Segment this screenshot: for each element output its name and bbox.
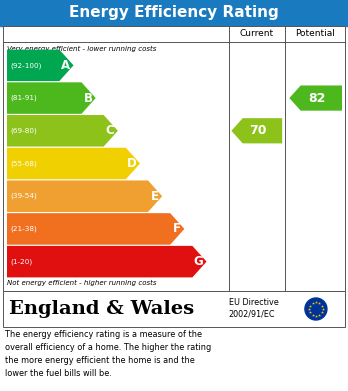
Text: Potential: Potential [295,29,335,38]
Text: A: A [61,59,70,72]
Text: D: D [127,157,137,170]
Text: EU Directive
2002/91/EC: EU Directive 2002/91/EC [229,298,278,318]
Text: Current: Current [240,29,274,38]
Text: The energy efficiency rating is a measure of the
overall efficiency of a home. T: The energy efficiency rating is a measur… [5,330,211,378]
Bar [0,0,348,26]
Circle shape [305,298,327,320]
Text: (81-91): (81-91) [10,95,37,101]
Polygon shape [289,86,342,111]
Text: Energy Efficiency Rating: Energy Efficiency Rating [69,5,279,20]
Polygon shape [7,148,140,179]
Text: 70: 70 [249,124,267,137]
Text: England & Wales: England & Wales [9,300,194,318]
Text: Not energy efficient - higher running costs: Not energy efficient - higher running co… [7,280,157,286]
Text: (55-68): (55-68) [10,160,37,167]
Text: (92-100): (92-100) [10,62,41,68]
Polygon shape [7,181,162,212]
Bar [3,26,345,291]
Text: (39-54): (39-54) [10,193,37,199]
Polygon shape [7,246,207,277]
Text: B: B [84,91,92,104]
Bar [3,291,345,327]
Text: F: F [173,222,181,235]
Text: (1-20): (1-20) [10,258,32,265]
Text: 82: 82 [308,91,325,104]
Polygon shape [7,50,73,81]
Text: C: C [106,124,114,137]
Text: (69-80): (69-80) [10,127,37,134]
Text: (21-38): (21-38) [10,226,37,232]
Text: Very energy efficient - lower running costs: Very energy efficient - lower running co… [7,46,156,52]
Polygon shape [231,118,282,143]
Polygon shape [7,213,184,245]
Polygon shape [7,115,118,147]
Text: E: E [150,190,158,203]
Polygon shape [7,83,96,114]
Text: G: G [194,255,204,268]
